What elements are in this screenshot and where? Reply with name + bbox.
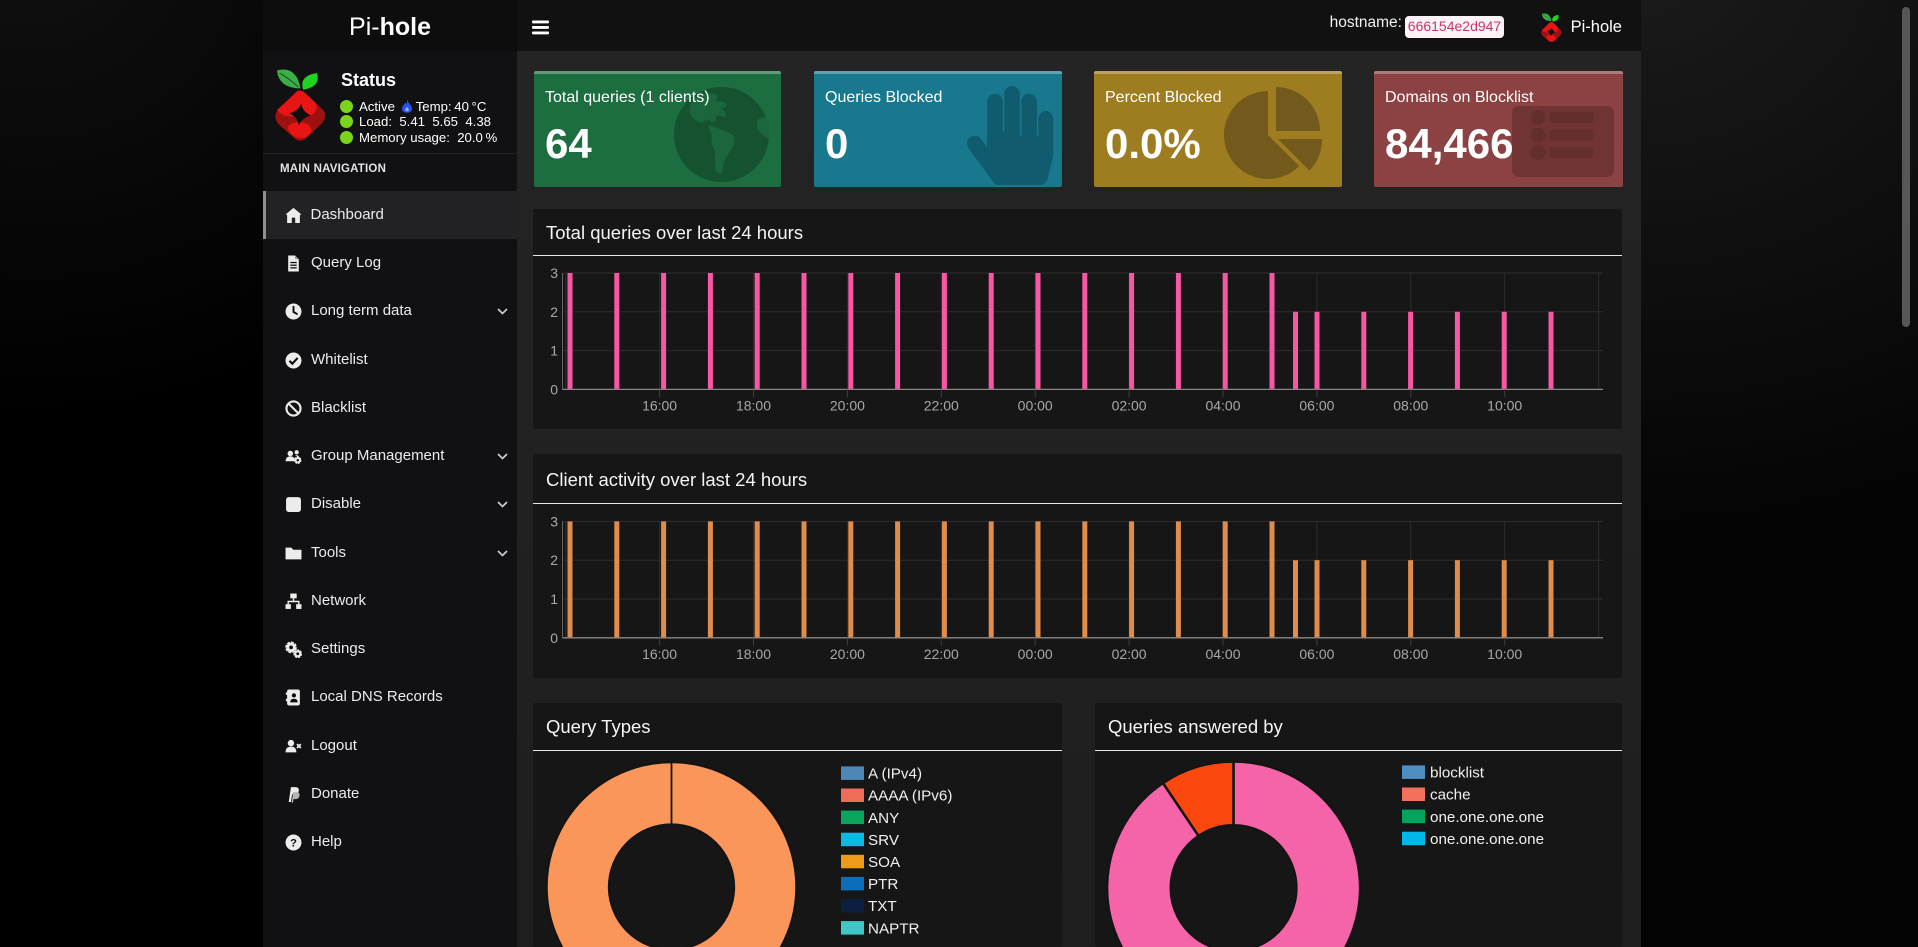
svg-text:?: ? (290, 837, 297, 849)
